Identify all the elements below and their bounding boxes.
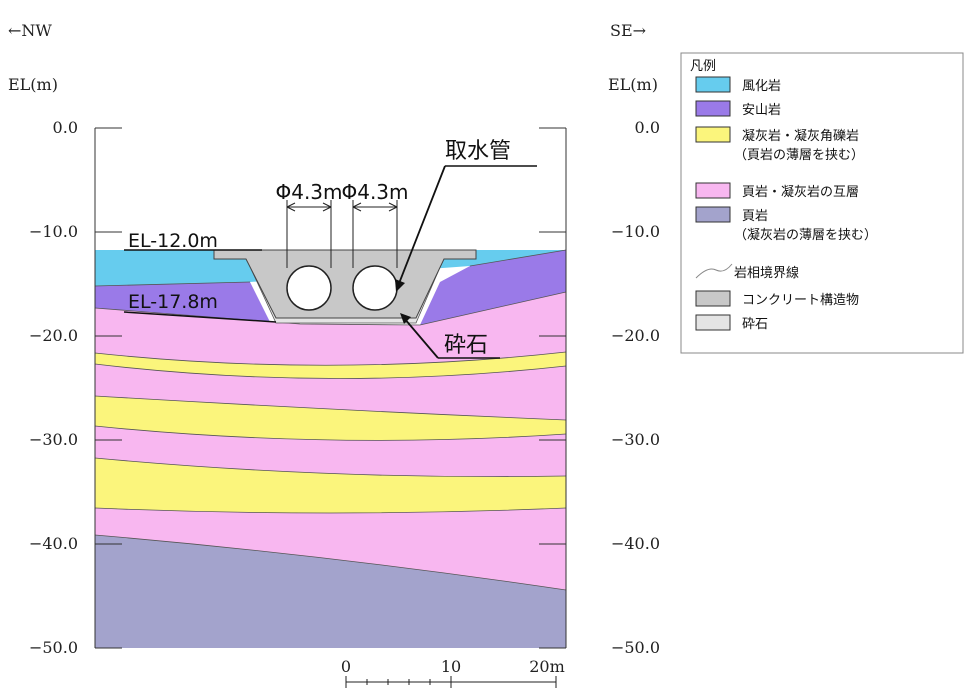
legend-swatch-tuff [695, 126, 731, 143]
left-tick-50: −50.0 [29, 638, 78, 657]
scale-bar: 0 10 20m [341, 657, 565, 688]
legend-label-tuff: 凝灰岩・凝灰角礫岩 [742, 128, 859, 144]
right-tick-40: −40.0 [611, 534, 660, 553]
stratum-alternating-middle [95, 426, 566, 477]
legend-label-shale: 頁岩 [742, 209, 768, 224]
stratum-shale [95, 535, 566, 648]
legend-sublabel-shale: （凝灰岩の薄層を挟む） [734, 227, 877, 243]
legend-label-weathered: 風化岩 [742, 79, 781, 94]
stratum-alternating-lower [95, 508, 566, 590]
crushed-stone-label: 砕石 [444, 333, 488, 358]
pipe-diameter-right-label: Φ4.3m [341, 180, 408, 204]
left-tick-30: −30.0 [29, 430, 78, 449]
left-axis-unit: EL(m) [8, 75, 58, 94]
left-tick-20: −20.0 [29, 326, 78, 345]
legend-swatch-crushed-stone [695, 314, 731, 331]
strata [94, 249, 567, 648]
stratum-tuff-middle [95, 396, 566, 441]
left-tick-40: −40.0 [29, 534, 78, 553]
intake-pipe-left [286, 265, 332, 311]
scale-label-20: 20m [529, 657, 565, 676]
axes [94, 127, 567, 649]
legend-swatch-concrete [695, 290, 731, 307]
right-tick-10: −10.0 [611, 222, 660, 241]
legend: 凡例 風化岩 安山岩 凝灰岩・凝灰角礫岩 （頁岩の薄層を挟む） 頁岩・凝灰岩の互… [680, 52, 964, 354]
scale-label-0: 0 [341, 657, 351, 676]
left-tick-0: 0.0 [53, 118, 78, 137]
concrete-structure [213, 249, 477, 319]
legend-label-alternating: 頁岩・凝灰岩の互層 [742, 184, 859, 200]
legend-swatch-andesite [695, 100, 731, 117]
right-tick-0: 0.0 [635, 118, 660, 137]
annotations: Φ4.3m Φ4.3m 取水管 EL-12.0m EL-17.8m 砕石 [123, 139, 537, 359]
intake-pipe-right [352, 265, 398, 311]
legend-swatch-alternating [695, 182, 731, 199]
intake-pipe-label: 取水管 [445, 139, 511, 164]
scale-label-10: 10 [441, 657, 461, 676]
right-tick-30: −30.0 [611, 430, 660, 449]
right-tick-50: −50.0 [611, 638, 660, 657]
direction-se: SE→ [610, 21, 646, 40]
stratum-tuff-lower [95, 458, 566, 513]
stratum-alternating-top [95, 292, 566, 366]
el-bottom-label: EL-17.8m [128, 291, 218, 313]
stratum-andesite [95, 250, 566, 325]
legend-boundary-line-icon [695, 263, 733, 279]
legend-sublabel-tuff: （頁岩の薄層を挟む） [734, 148, 864, 163]
direction-nw: ←NW [8, 21, 52, 40]
legend-label-boundary: 岩相境界線 [734, 265, 799, 281]
legend-title: 凡例 [690, 59, 716, 74]
left-tick-10: −10.0 [29, 222, 78, 241]
stratum-alternating-upper-middle [95, 364, 566, 420]
legend-label-crushed-stone: 砕石 [742, 317, 768, 332]
el-top-label: EL-12.0m [128, 230, 218, 252]
right-axis-unit: EL(m) [608, 75, 658, 94]
legend-swatch-shale [695, 206, 731, 223]
legend-swatch-weathered [695, 76, 731, 93]
legend-label-concrete: コンクリート構造物 [742, 293, 859, 308]
pipe-diameter-left-label: Φ4.3m [275, 180, 342, 204]
right-tick-20: −20.0 [611, 326, 660, 345]
legend-label-andesite: 安山岩 [742, 103, 781, 118]
